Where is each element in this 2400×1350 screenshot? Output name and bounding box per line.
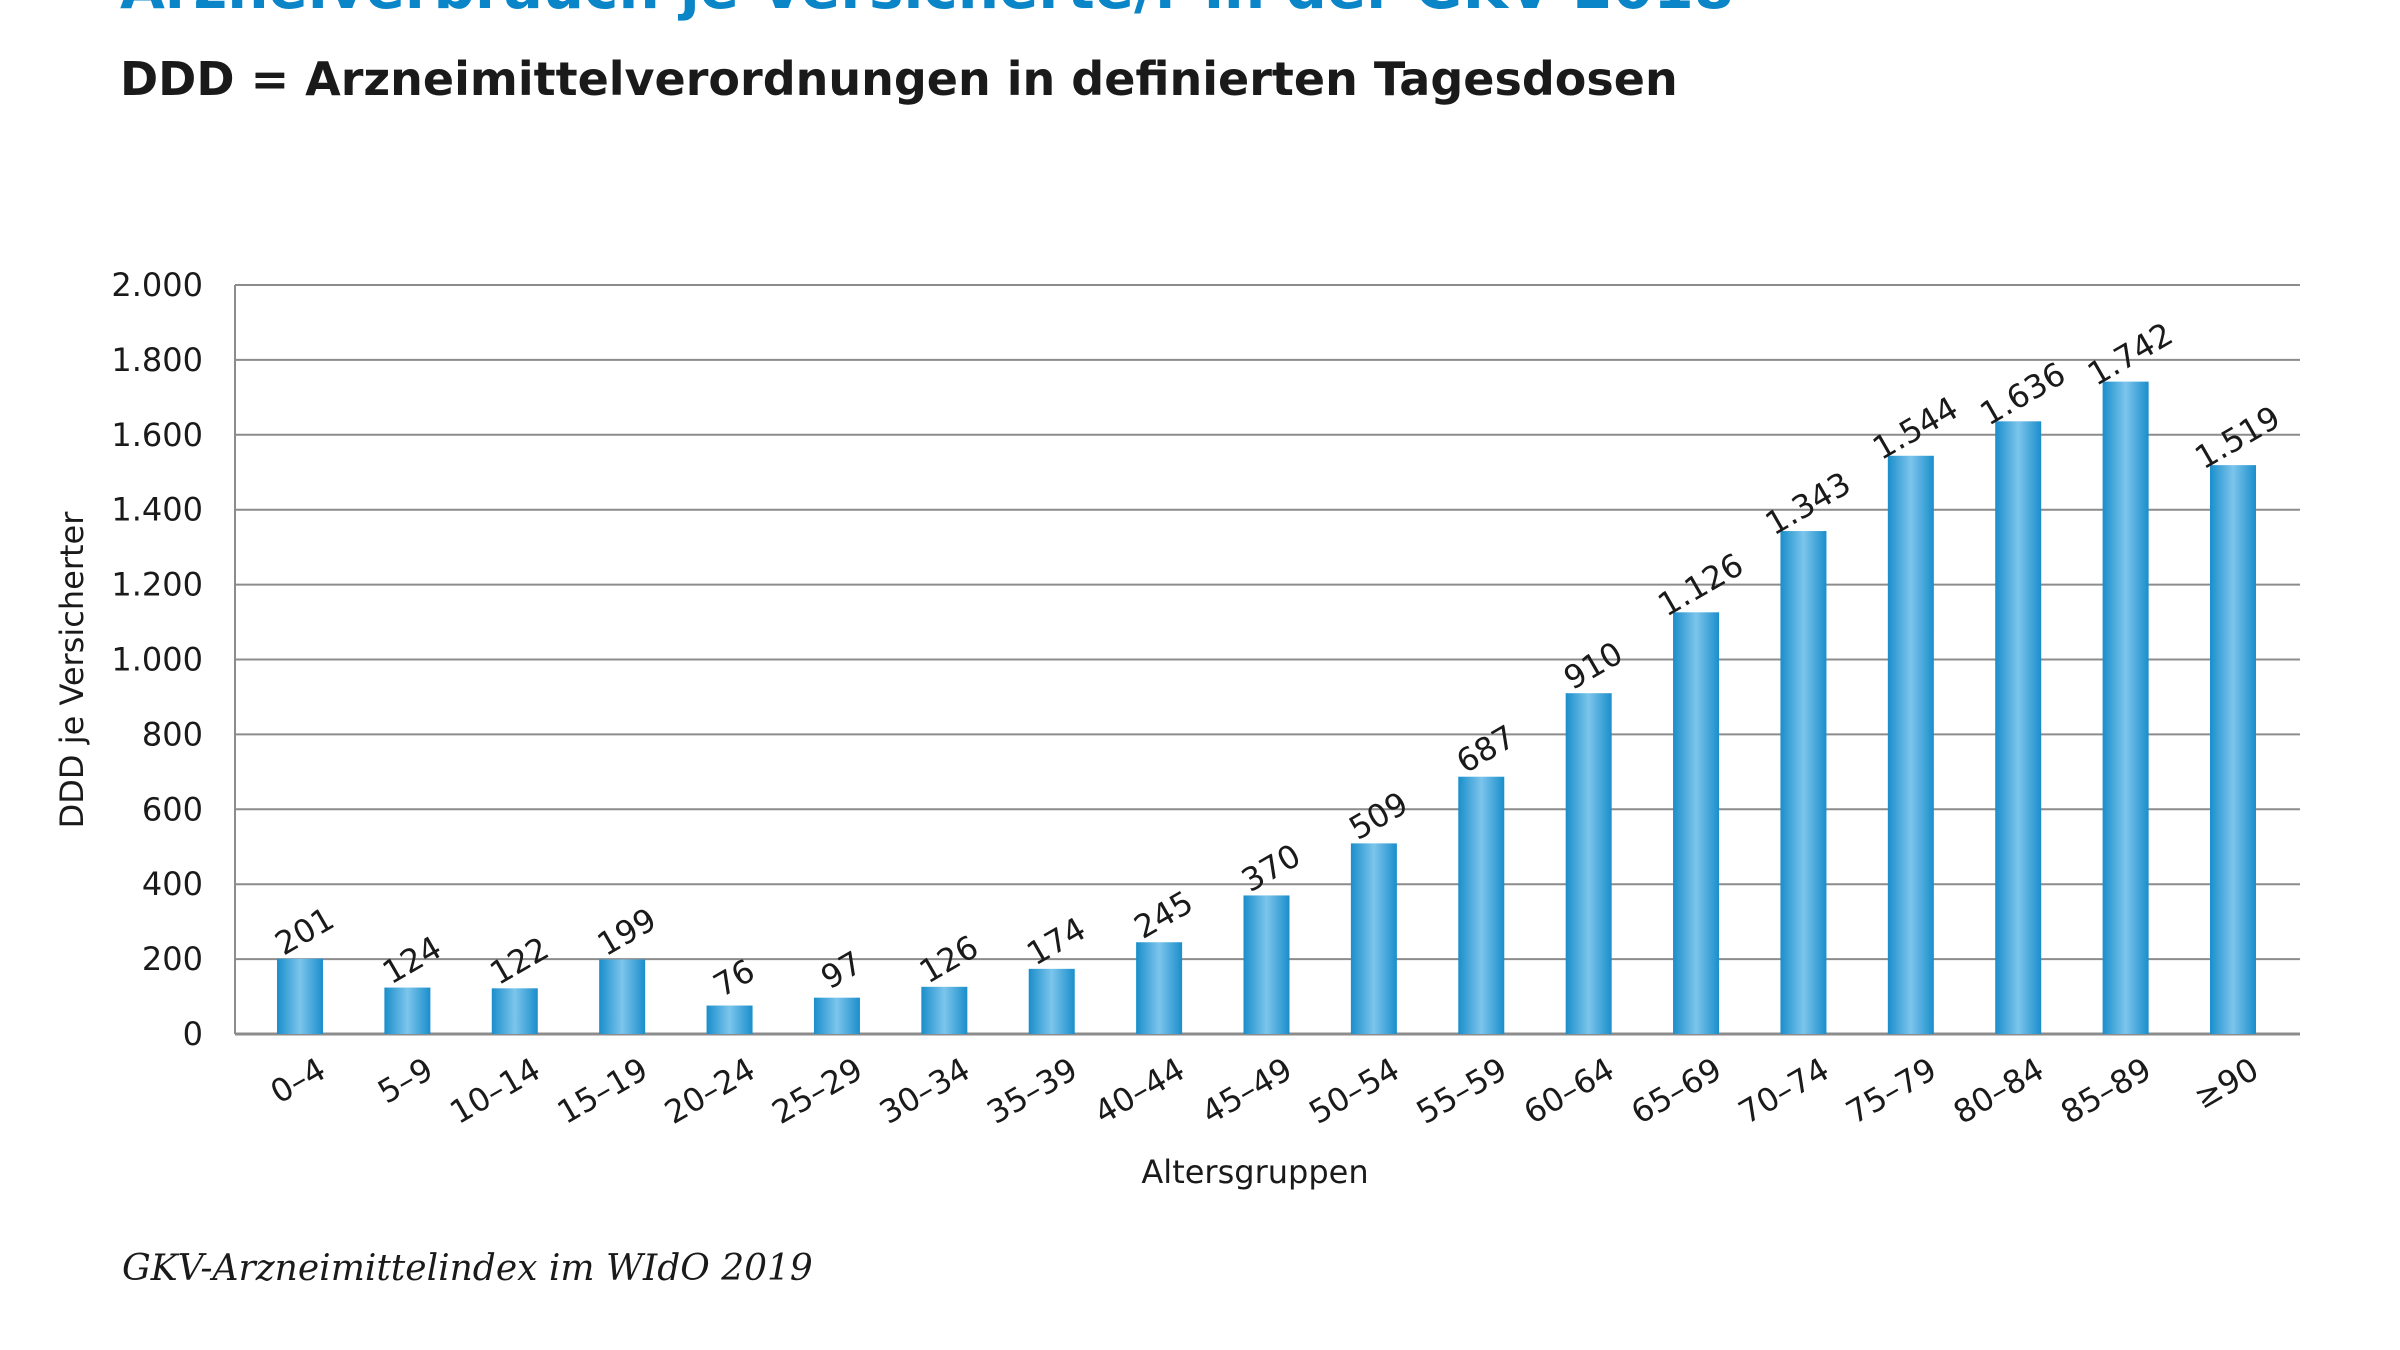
x-tick-label: 5–9 xyxy=(371,1050,439,1111)
x-tick-labels: 0–4 5–9 10–14 15–19 20–24 25–29 30–34 35–39 40–4… xyxy=(264,1050,2265,1132)
x-tick-label: ≥90 xyxy=(2188,1050,2265,1117)
y-tick-label: 600 xyxy=(142,790,203,828)
x-tick-label: 45–49 xyxy=(1195,1050,1298,1132)
bar xyxy=(1458,776,1505,1034)
data-label: 97 xyxy=(814,944,868,997)
x-tick-label: 0–4 xyxy=(264,1050,332,1111)
y-tick-labels: 0 200 400 600 800 1.000 1.200 1.400 1.600 1.800 2.… xyxy=(111,266,203,1053)
x-tick-label: 80–84 xyxy=(1947,1050,2050,1132)
bar xyxy=(2210,465,2256,1034)
data-label: 122 xyxy=(483,929,555,992)
x-axis-title: Altersgruppen xyxy=(1141,1153,1368,1191)
x-tick-label: 40–44 xyxy=(1088,1050,1191,1132)
y-tick-label: 1.600 xyxy=(111,416,203,454)
y-tick-label: 400 xyxy=(142,865,203,903)
x-tick-label: 70–74 xyxy=(1732,1050,1835,1132)
y-tick-label: 1.400 xyxy=(111,491,203,529)
bar xyxy=(921,986,968,1034)
y-tick-label: 1.200 xyxy=(111,566,203,604)
y-tick-label: 0 xyxy=(183,1015,203,1053)
bar xyxy=(1995,421,2042,1034)
y-tick-label: 200 xyxy=(142,940,203,978)
x-tick-label: 60–64 xyxy=(1517,1050,1620,1132)
y-axis-title: DDD je Versicherter xyxy=(53,511,91,829)
data-label: 201 xyxy=(269,899,341,962)
y-tick-label: 1.000 xyxy=(111,641,203,679)
x-tick-label: 55–59 xyxy=(1410,1050,1513,1132)
bar xyxy=(277,958,323,1034)
x-tick-label: 20–24 xyxy=(658,1050,761,1132)
bar xyxy=(2102,381,2149,1035)
bar xyxy=(599,959,646,1034)
bar xyxy=(491,988,538,1034)
bar xyxy=(1780,531,1827,1034)
data-label: 126 xyxy=(913,928,985,991)
x-tick-label: 25–29 xyxy=(766,1050,869,1132)
x-tick-label: 15–19 xyxy=(551,1050,654,1132)
chart-subtitle: DDD = Arzneimittelverordnungen in defini… xyxy=(120,52,1678,106)
x-tick-label: 75–79 xyxy=(1839,1050,1942,1132)
x-tick-label: 35–39 xyxy=(980,1050,1083,1132)
bar xyxy=(1243,895,1290,1034)
data-label: 124 xyxy=(376,928,448,991)
chart-title: Arzneiverbrauch je Versicherte/r in der … xyxy=(120,0,1734,22)
bar xyxy=(1887,455,1934,1035)
bars xyxy=(277,381,2256,1035)
data-label: 174 xyxy=(1020,910,1092,973)
source-note: GKV-Arzneimittelindex im WIdO 2019 xyxy=(122,1248,813,1289)
bar xyxy=(1565,693,1612,1034)
bar xyxy=(706,1005,753,1034)
data-label: 245 xyxy=(1128,883,1200,946)
bar xyxy=(813,997,860,1034)
x-tick-label: 30–34 xyxy=(873,1050,976,1132)
y-tick-label: 2.000 xyxy=(111,266,203,304)
y-tick-label: 1.800 xyxy=(111,341,203,379)
data-label: 509 xyxy=(1342,784,1414,847)
data-label: 687 xyxy=(1450,717,1522,780)
bar xyxy=(384,987,431,1034)
bar xyxy=(1136,942,1183,1034)
x-tick-label: 85–89 xyxy=(2054,1050,2157,1132)
y-tick-label: 800 xyxy=(142,715,203,753)
data-label: 199 xyxy=(591,900,663,963)
bar xyxy=(1350,843,1397,1034)
x-tick-label: 50–54 xyxy=(1303,1050,1406,1132)
x-tick-label: 65–69 xyxy=(1625,1050,1728,1132)
x-tick-label: 10–14 xyxy=(443,1050,546,1132)
bar xyxy=(1673,612,1720,1034)
data-label: 370 xyxy=(1235,836,1307,899)
data-label: 910 xyxy=(1557,634,1629,697)
bar xyxy=(1028,968,1075,1034)
